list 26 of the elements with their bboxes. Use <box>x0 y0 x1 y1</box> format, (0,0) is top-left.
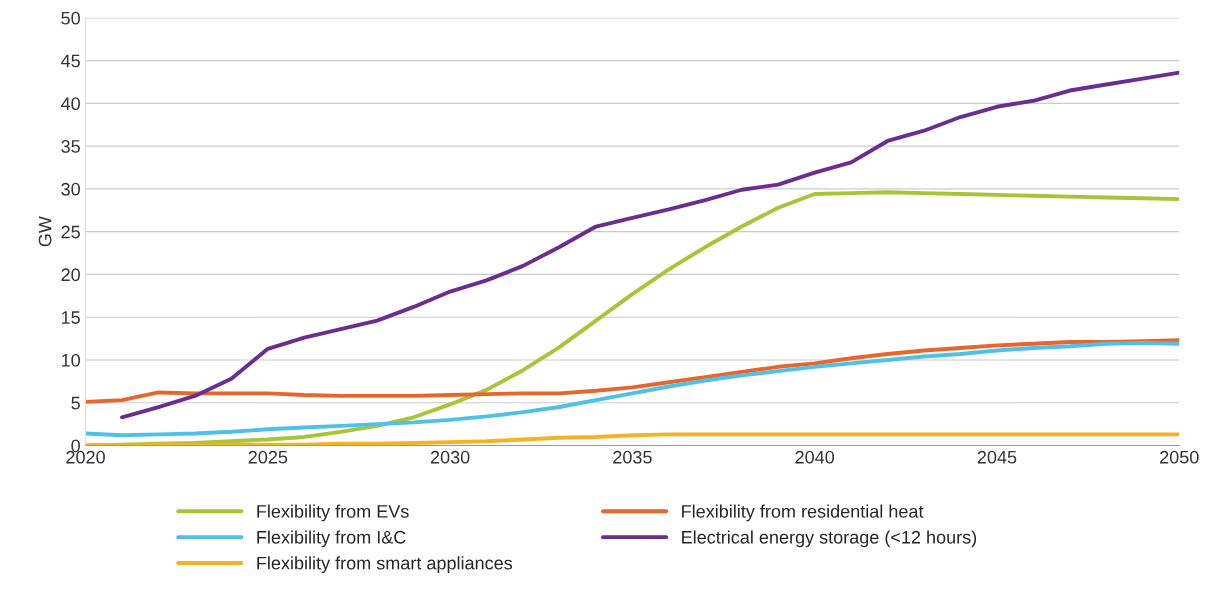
y-tick-label: 40 <box>61 97 80 111</box>
line-series <box>85 340 1180 438</box>
legend-label: Flexibility from smart appliances <box>257 556 513 574</box>
legend-label: Flexibility from residential heat <box>682 504 924 522</box>
y-tick-label: 25 <box>61 225 80 239</box>
y-tick-label: 50 <box>61 11 80 25</box>
legend-label: Electrical energy storage (<12 hours) <box>682 530 977 548</box>
x-tick-label: 2025 <box>248 450 288 464</box>
y-tick-label: 15 <box>61 311 80 324</box>
y-axis-title: GW <box>38 216 52 247</box>
x-tick-label: 2035 <box>613 450 652 464</box>
y-tick-label: 45 <box>61 54 80 68</box>
y-tick-label: 20 <box>61 268 80 282</box>
legend-label: Flexibility from I&C <box>257 530 406 548</box>
x-tick-label: 2045 <box>977 450 1017 464</box>
y-tick-label: 10 <box>61 353 80 367</box>
y-tick-label: 5 <box>71 396 80 410</box>
x-tick-label: 2050 <box>1160 450 1199 464</box>
line-series <box>85 432 1180 446</box>
line-series <box>85 338 1180 404</box>
x-tick-label: 2030 <box>430 450 470 464</box>
line-series <box>120 70 1180 420</box>
y-tick-label: 30 <box>61 182 80 196</box>
x-tick-label: 2040 <box>795 450 835 464</box>
y-tick-label: 35 <box>61 140 80 153</box>
legend-label: Flexibility from EVs <box>257 504 409 522</box>
